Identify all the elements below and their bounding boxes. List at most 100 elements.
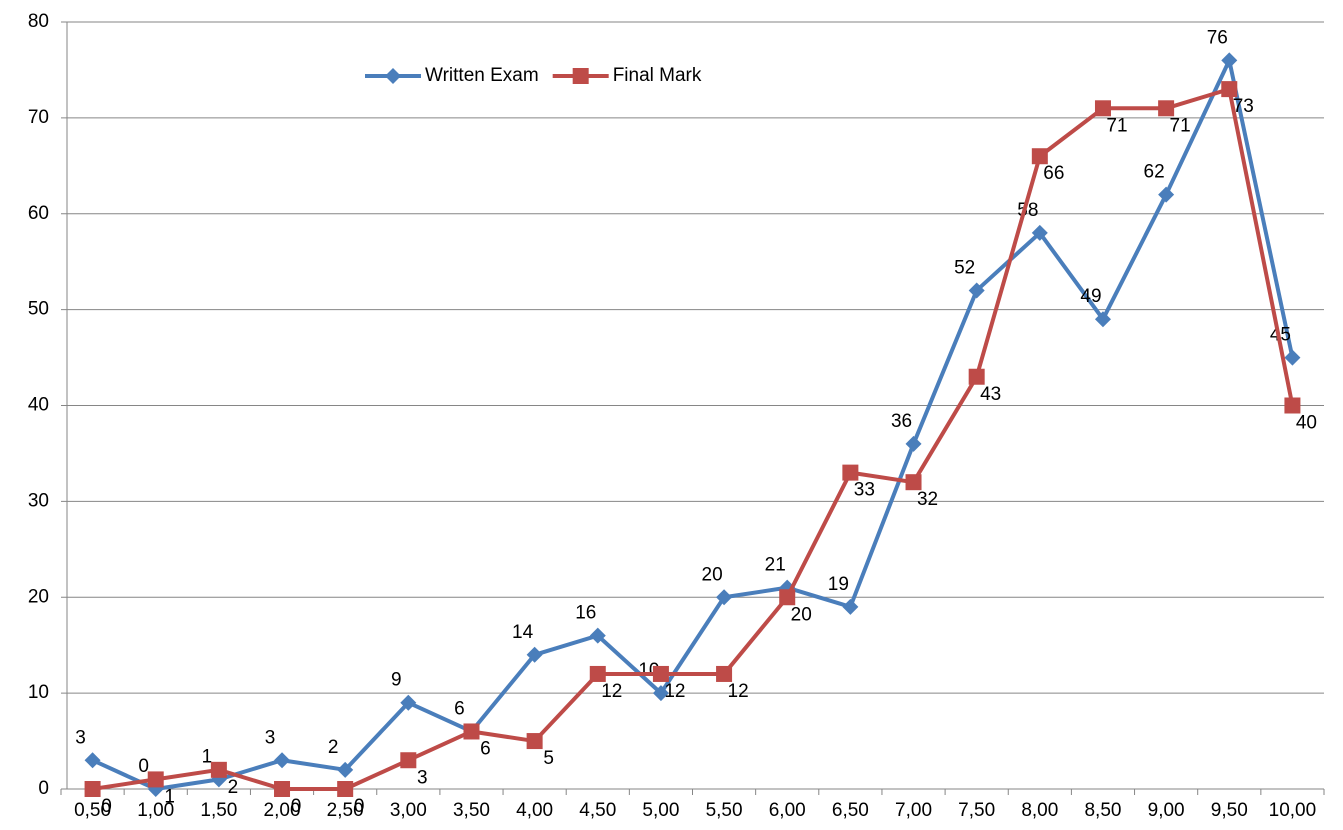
legend-label: Written Exam	[425, 65, 539, 86]
data-point	[589, 627, 606, 644]
x-tick-label: 7,50	[958, 800, 995, 821]
data-label: 2	[228, 777, 239, 798]
data-point	[274, 752, 291, 769]
data-label: 0	[101, 796, 112, 817]
data-label: 32	[917, 489, 938, 510]
data-point	[652, 665, 669, 682]
x-tick-label: 2,00	[264, 800, 301, 821]
data-point	[1158, 186, 1175, 203]
x-tick-label: 10,00	[1269, 800, 1317, 821]
x-tick-label: 1,50	[200, 800, 237, 821]
x-tick-label: 8,00	[1021, 800, 1058, 821]
data-point	[526, 646, 543, 663]
y-tick-label: 80	[28, 11, 49, 32]
data-label: 5	[543, 748, 554, 769]
data-point	[1284, 349, 1301, 366]
data-point	[905, 474, 922, 491]
data-label: 76	[1207, 27, 1228, 48]
data-point	[652, 685, 669, 702]
data-point	[716, 665, 733, 682]
data-point	[1031, 148, 1048, 165]
x-tick-label: 7,00	[895, 800, 932, 821]
y-tick-label: 10	[28, 682, 49, 703]
x-tick-label: 0,50	[74, 800, 111, 821]
data-label: 6	[480, 738, 491, 759]
data-point	[842, 598, 859, 615]
data-label: 21	[765, 555, 786, 576]
data-label: 9	[391, 670, 402, 691]
legend-label: Final Mark	[613, 65, 702, 86]
legend-marker	[572, 68, 589, 84]
data-label: 40	[1296, 413, 1317, 434]
data-point	[463, 723, 480, 740]
y-tick-label: 60	[28, 203, 49, 224]
data-label: 3	[265, 727, 276, 748]
x-tick-label: 8,50	[1084, 800, 1121, 821]
data-label: 45	[1270, 325, 1291, 346]
data-label: 0	[354, 796, 365, 817]
x-tick-label: 9,50	[1211, 800, 1248, 821]
data-point	[274, 781, 291, 797]
data-label: 2	[328, 737, 339, 758]
data-label: 3	[417, 767, 428, 788]
data-point	[400, 694, 417, 711]
data-label: 19	[828, 574, 849, 595]
y-tick-label: 40	[28, 395, 49, 416]
data-label: 20	[791, 604, 812, 625]
data-label: 52	[954, 257, 975, 278]
data-point	[905, 435, 922, 452]
data-point	[84, 752, 101, 769]
data-point	[589, 665, 606, 682]
data-point	[1158, 100, 1175, 117]
x-tick-label: 2,50	[327, 800, 364, 821]
data-label: 73	[1233, 96, 1254, 117]
data-point	[779, 589, 796, 606]
x-tick-label: 3,00	[390, 800, 427, 821]
data-point	[210, 761, 227, 778]
data-label: 71	[1170, 115, 1191, 136]
y-tick-label: 70	[28, 107, 49, 128]
data-point	[337, 761, 354, 778]
data-label: 43	[980, 384, 1001, 405]
x-tick-label: 6,50	[832, 800, 869, 821]
data-point	[1284, 397, 1301, 414]
data-point	[84, 781, 101, 797]
x-tick-label: 9,00	[1148, 800, 1185, 821]
data-label: 33	[854, 480, 875, 501]
data-label: 12	[728, 681, 749, 702]
data-label: 14	[512, 622, 534, 643]
data-point	[400, 752, 417, 769]
data-point	[1094, 311, 1111, 328]
series-line	[91, 58, 1295, 791]
data-point	[526, 733, 543, 750]
x-tick-label: 4,00	[516, 800, 553, 821]
data-label: 16	[575, 603, 596, 624]
x-tick-label: 6,00	[769, 800, 806, 821]
data-label: 62	[1144, 162, 1165, 183]
data-label: 1	[202, 746, 213, 767]
data-label: 12	[601, 681, 622, 702]
data-label: 0	[138, 756, 149, 777]
y-tick-label: 30	[28, 490, 49, 511]
x-tick-label: 1,00	[137, 800, 174, 821]
x-tick-label: 3,50	[453, 800, 490, 821]
data-point	[968, 368, 985, 385]
data-label: 66	[1043, 163, 1064, 184]
data-point	[968, 282, 985, 299]
y-tick-label: 20	[28, 586, 49, 607]
data-point	[1094, 100, 1111, 117]
y-tick-label: 50	[28, 299, 49, 320]
data-label: 3	[75, 727, 86, 748]
data-label: 1	[164, 786, 175, 807]
data-point	[1221, 52, 1238, 69]
data-point	[337, 781, 354, 797]
data-point	[716, 589, 733, 606]
data-label: 6	[454, 698, 465, 719]
data-label: 0	[291, 796, 302, 817]
data-label: 36	[891, 411, 912, 432]
x-tick-label: 5,00	[642, 800, 679, 821]
data-label: 49	[1080, 286, 1101, 307]
x-tick-label: 4,50	[579, 800, 616, 821]
series-line	[92, 87, 1295, 791]
